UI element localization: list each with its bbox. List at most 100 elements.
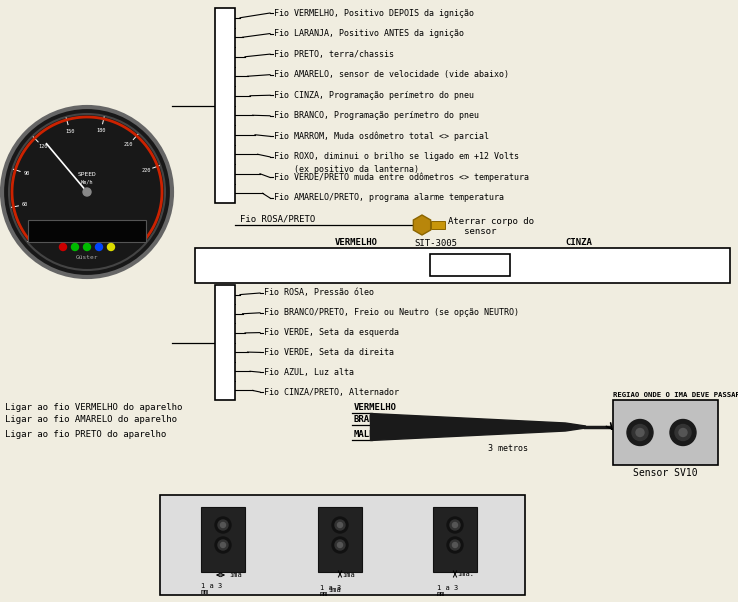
Text: VERMELHO: VERMELHO bbox=[354, 403, 397, 412]
Text: Ligar ao fio AMARELO do aparelho: Ligar ao fio AMARELO do aparelho bbox=[5, 415, 177, 424]
Text: Fio ROSA, Pressão óleo: Fio ROSA, Pressão óleo bbox=[264, 288, 374, 297]
Circle shape bbox=[632, 424, 648, 441]
Bar bbox=[28, 220, 146, 242]
Bar bbox=[318, 507, 362, 572]
Text: 180: 180 bbox=[97, 128, 106, 133]
Text: Fio BRANCO/PRETO, Freio ou Neutro (se opção NEUTRO): Fio BRANCO/PRETO, Freio ou Neutro (se op… bbox=[264, 308, 519, 317]
Text: Ligar: Ligar bbox=[699, 252, 726, 261]
Circle shape bbox=[221, 542, 226, 547]
Text: (ex positivo da lanterna): (ex positivo da lanterna) bbox=[274, 165, 419, 174]
Text: 90: 90 bbox=[24, 171, 30, 176]
Bar bbox=[201, 507, 245, 572]
Text: 30: 30 bbox=[35, 230, 42, 235]
Circle shape bbox=[627, 420, 653, 445]
Text: mm: mm bbox=[320, 591, 328, 597]
Text: Fio VERDE, Seta da direita: Fio VERDE, Seta da direita bbox=[264, 348, 394, 357]
Text: Fio LARANJA, Positivo ANTES da ignição: Fio LARANJA, Positivo ANTES da ignição bbox=[274, 29, 464, 38]
Circle shape bbox=[60, 243, 66, 250]
Text: 1 a 3: 1 a 3 bbox=[437, 585, 458, 591]
Circle shape bbox=[452, 542, 458, 547]
Circle shape bbox=[332, 537, 348, 553]
Circle shape bbox=[83, 188, 91, 196]
Circle shape bbox=[337, 542, 342, 547]
Circle shape bbox=[2, 107, 172, 277]
Text: Ligar ao fio PRETO do aparelho: Ligar ao fio PRETO do aparelho bbox=[5, 430, 166, 439]
Text: Aterrar corpo do: Aterrar corpo do bbox=[448, 217, 534, 226]
Circle shape bbox=[335, 520, 345, 530]
Text: MALHA: MALHA bbox=[354, 430, 381, 439]
Text: 2: 2 bbox=[217, 287, 223, 297]
Text: sensor: sensor bbox=[448, 227, 497, 236]
Text: Fio PRETO, terra/chassis: Fio PRETO, terra/chassis bbox=[274, 49, 394, 58]
Text: junto fio CINZA: junto fio CINZA bbox=[645, 267, 726, 276]
Text: 100R  5W: 100R 5W bbox=[449, 261, 492, 270]
Circle shape bbox=[83, 243, 91, 250]
Text: mm: mm bbox=[437, 591, 446, 597]
Text: VERMELHO: VERMELHO bbox=[335, 238, 378, 247]
Text: 3 metros: 3 metros bbox=[489, 444, 528, 453]
Text: Fio VERDE, Seta da esquerda: Fio VERDE, Seta da esquerda bbox=[264, 328, 399, 337]
Text: 1 a 3: 1 a 3 bbox=[201, 583, 222, 589]
Bar bbox=[433, 507, 477, 572]
Text: REGIAO ONDE O IMA DEVE PASSAR: REGIAO ONDE O IMA DEVE PASSAR bbox=[613, 392, 738, 398]
Text: 150: 150 bbox=[65, 129, 75, 134]
Text: 210: 210 bbox=[124, 142, 134, 147]
Circle shape bbox=[450, 520, 460, 530]
Text: Ligar: Ligar bbox=[199, 252, 226, 261]
Circle shape bbox=[332, 517, 348, 533]
Polygon shape bbox=[413, 215, 431, 235]
Bar bbox=[215, 285, 235, 400]
Circle shape bbox=[218, 540, 228, 550]
Text: Fio AZUL, Luz alta: Fio AZUL, Luz alta bbox=[264, 368, 354, 377]
Text: Fio AMARELO/PRETO, programa alarme temperatura: Fio AMARELO/PRETO, programa alarme tempe… bbox=[274, 193, 504, 202]
Bar bbox=[160, 495, 525, 595]
Circle shape bbox=[337, 523, 342, 527]
Circle shape bbox=[636, 429, 644, 436]
Text: Fio VERDE/PRETO muda entre odômetros <> temperatura: Fio VERDE/PRETO muda entre odômetros <> … bbox=[274, 173, 529, 182]
Bar bbox=[431, 221, 445, 229]
Text: imã.: imã. bbox=[457, 571, 474, 577]
Text: P    00.00: P 00.00 bbox=[53, 226, 121, 236]
Text: SIT-3005: SIT-3005 bbox=[414, 239, 457, 248]
Text: imã: imã bbox=[342, 572, 355, 578]
Text: Fio AMARELO, sensor de velocidade (vide abaixo): Fio AMARELO, sensor de velocidade (vide … bbox=[274, 70, 509, 79]
Bar bbox=[430, 254, 510, 276]
Circle shape bbox=[108, 243, 114, 250]
Circle shape bbox=[335, 540, 345, 550]
Text: CINZA: CINZA bbox=[565, 238, 592, 247]
Text: 220: 220 bbox=[142, 168, 151, 173]
Text: 1 a 3: 1 a 3 bbox=[320, 585, 341, 591]
Circle shape bbox=[215, 517, 231, 533]
Text: imã: imã bbox=[229, 572, 242, 578]
Text: Fio ROXO, diminui o brilho se ligado em +12 Volts: Fio ROXO, diminui o brilho se ligado em … bbox=[274, 152, 519, 161]
Circle shape bbox=[450, 540, 460, 550]
Text: 120: 120 bbox=[38, 144, 48, 149]
Text: Fio MARROM, Muda osdômetro total <> parcial: Fio MARROM, Muda osdômetro total <> parc… bbox=[274, 132, 489, 141]
Circle shape bbox=[95, 243, 103, 250]
Text: Fio CINZA/PRETO, Alternador: Fio CINZA/PRETO, Alternador bbox=[264, 388, 399, 397]
Text: SPEED: SPEED bbox=[77, 172, 97, 176]
Bar bbox=[613, 400, 718, 465]
Circle shape bbox=[447, 537, 463, 553]
Text: Fio CINZA, Programação perímetro do pneu: Fio CINZA, Programação perímetro do pneu bbox=[274, 91, 474, 100]
Circle shape bbox=[679, 429, 687, 436]
Text: Güster: Güster bbox=[76, 255, 98, 260]
Circle shape bbox=[215, 537, 231, 553]
Text: Fio ROSA/PRETO: Fio ROSA/PRETO bbox=[240, 214, 315, 223]
Circle shape bbox=[218, 520, 228, 530]
Text: Fio VERMELHO, Positivo DEPOIS da ignição: Fio VERMELHO, Positivo DEPOIS da ignição bbox=[274, 8, 474, 17]
Text: mm: mm bbox=[201, 589, 210, 595]
Bar bbox=[195, 248, 730, 283]
Circle shape bbox=[72, 243, 78, 250]
Text: 60: 60 bbox=[22, 202, 28, 207]
Circle shape bbox=[221, 523, 226, 527]
Text: Fio BRANCO, Programação perímetro do pneu: Fio BRANCO, Programação perímetro do pne… bbox=[274, 111, 479, 120]
Circle shape bbox=[675, 424, 691, 441]
Bar bbox=[215, 8, 235, 203]
Circle shape bbox=[447, 517, 463, 533]
Text: 1: 1 bbox=[217, 10, 223, 20]
Circle shape bbox=[670, 420, 696, 445]
Text: Ligar ao fio VERMELHO do aparelho: Ligar ao fio VERMELHO do aparelho bbox=[5, 403, 182, 412]
Circle shape bbox=[452, 523, 458, 527]
Text: Sensor SV10: Sensor SV10 bbox=[633, 468, 698, 478]
